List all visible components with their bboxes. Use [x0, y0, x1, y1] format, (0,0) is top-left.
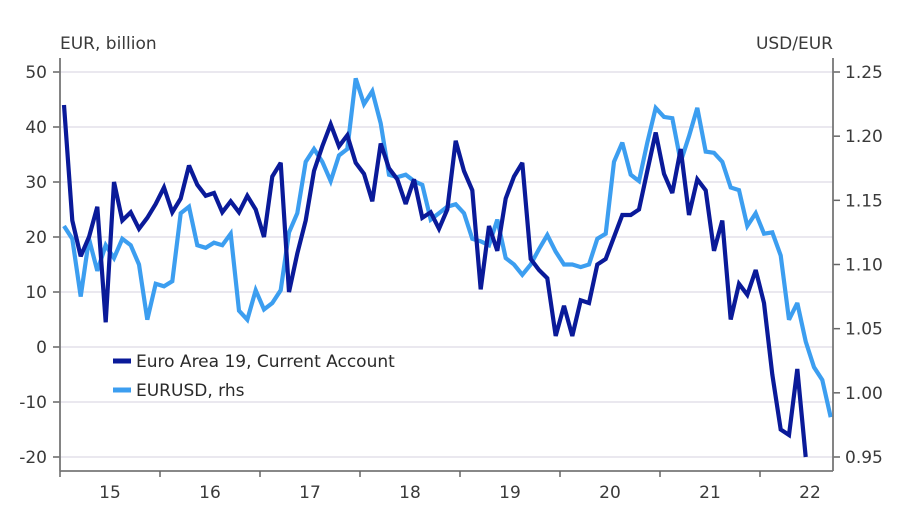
series-layer — [61, 77, 833, 458]
right-y-tick-label: 1.20 — [845, 127, 883, 147]
left-y-tick-label: 10 — [25, 283, 47, 303]
x-tick-label: 22 — [799, 483, 821, 503]
left-y-tick-label: -10 — [19, 393, 47, 413]
x-tick-label: 15 — [99, 483, 121, 503]
x-tick-label: 17 — [299, 483, 321, 503]
left-y-tick-label: 0 — [36, 338, 47, 358]
x-tick-label: 21 — [699, 483, 721, 503]
right-y-tick-label: 1.25 — [845, 63, 883, 83]
gridlines — [60, 71, 833, 458]
right-y-tick-label: 0.95 — [845, 448, 883, 468]
left-y-tick-label: 30 — [25, 173, 47, 193]
x-tick-label: 16 — [199, 483, 221, 503]
legend-label-eurusd: EURUSD, rhs — [136, 381, 245, 401]
left-y-tick-label: 50 — [25, 63, 47, 83]
x-tick-label: 20 — [599, 483, 621, 503]
left-y-tick-label: -20 — [19, 448, 47, 468]
legend: Euro Area 19, Current Account EURUSD, rh… — [113, 352, 395, 401]
left-y-tick-label: 20 — [25, 228, 47, 248]
right-axis-title: USD/EUR — [756, 34, 833, 54]
right-y-tick-label: 1.15 — [845, 191, 883, 211]
left-y-tick-label: 40 — [25, 118, 47, 138]
series-line-current-account — [61, 104, 808, 458]
right-y-tick-label: 1.10 — [845, 256, 883, 276]
right-y-tick-label: 1.00 — [845, 384, 883, 404]
x-tick-label: 18 — [399, 483, 421, 503]
x-tick-label: 19 — [499, 483, 521, 503]
left-axis-title: EUR, billion — [60, 34, 157, 54]
axes: -20 -10 0 10 20 30 40 50 0.95 1.00 1.05 1.10 1.15 1.2… — [19, 58, 883, 503]
right-y-tick-label: 1.05 — [845, 320, 883, 340]
legend-label-current-account: Euro Area 19, Current Account — [136, 352, 395, 372]
